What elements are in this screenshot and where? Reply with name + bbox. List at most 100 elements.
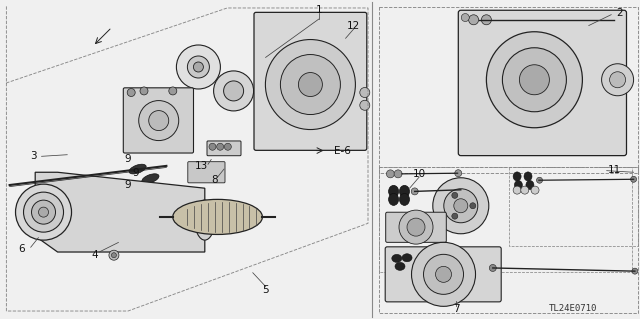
Ellipse shape [399, 185, 410, 197]
Circle shape [513, 186, 521, 194]
Circle shape [193, 62, 204, 72]
Circle shape [444, 189, 478, 223]
Circle shape [536, 177, 543, 183]
Circle shape [38, 207, 49, 217]
Circle shape [424, 254, 463, 294]
Text: 9: 9 [125, 180, 131, 190]
Circle shape [360, 87, 370, 98]
Bar [379, 167, 632, 272]
Circle shape [632, 268, 638, 274]
Circle shape [394, 170, 402, 178]
Ellipse shape [36, 190, 56, 234]
Circle shape [209, 143, 216, 150]
Circle shape [266, 40, 355, 130]
Text: 9: 9 [132, 168, 139, 178]
Ellipse shape [388, 185, 399, 197]
Bar [509, 167, 638, 246]
Circle shape [139, 100, 179, 141]
Bar [379, 167, 638, 313]
Ellipse shape [395, 262, 405, 271]
Circle shape [407, 218, 425, 236]
Circle shape [148, 111, 169, 130]
Ellipse shape [129, 164, 146, 174]
Circle shape [217, 143, 223, 150]
Circle shape [610, 72, 626, 88]
Circle shape [455, 170, 461, 177]
Ellipse shape [388, 193, 399, 205]
Circle shape [486, 32, 582, 128]
Circle shape [214, 71, 253, 111]
FancyBboxPatch shape [386, 212, 446, 242]
Ellipse shape [402, 254, 412, 262]
Circle shape [109, 250, 119, 260]
Circle shape [502, 48, 566, 112]
Text: 7: 7 [453, 304, 460, 315]
Circle shape [412, 242, 476, 306]
Circle shape [461, 13, 469, 22]
Circle shape [630, 176, 637, 182]
Text: 3: 3 [31, 151, 37, 161]
Circle shape [223, 81, 244, 101]
Ellipse shape [524, 172, 532, 181]
Circle shape [452, 213, 458, 219]
Circle shape [433, 178, 489, 234]
Ellipse shape [148, 193, 165, 203]
Circle shape [15, 184, 72, 240]
Ellipse shape [515, 181, 522, 189]
Circle shape [127, 88, 135, 97]
Text: 8: 8 [211, 175, 218, 185]
Text: 9: 9 [125, 154, 131, 165]
Circle shape [470, 203, 476, 209]
FancyBboxPatch shape [188, 162, 225, 183]
Ellipse shape [399, 193, 410, 205]
Circle shape [602, 64, 634, 96]
Ellipse shape [526, 181, 534, 189]
Circle shape [531, 186, 539, 194]
Circle shape [360, 100, 370, 110]
Circle shape [177, 45, 220, 89]
FancyBboxPatch shape [207, 141, 241, 156]
Circle shape [490, 264, 496, 271]
Circle shape [140, 87, 148, 95]
Circle shape [521, 186, 529, 194]
Circle shape [298, 72, 323, 97]
Circle shape [169, 87, 177, 95]
Ellipse shape [173, 199, 262, 234]
FancyBboxPatch shape [254, 12, 367, 150]
Ellipse shape [142, 174, 159, 183]
Circle shape [188, 56, 209, 78]
Text: 13: 13 [195, 161, 208, 171]
Text: E-6: E-6 [334, 145, 351, 156]
Ellipse shape [513, 172, 521, 181]
Polygon shape [35, 172, 205, 252]
Ellipse shape [392, 254, 402, 263]
Circle shape [225, 143, 231, 150]
Text: 6: 6 [18, 244, 24, 254]
FancyBboxPatch shape [458, 10, 627, 156]
Circle shape [412, 188, 418, 195]
Circle shape [454, 199, 468, 213]
Bar [379, 7, 638, 173]
Circle shape [24, 192, 63, 232]
Text: TL24E0710: TL24E0710 [548, 304, 597, 313]
Circle shape [111, 253, 116, 258]
Circle shape [520, 65, 549, 95]
Circle shape [468, 15, 479, 25]
Text: 2: 2 [616, 8, 623, 18]
Text: 10: 10 [413, 169, 426, 179]
Text: 1: 1 [316, 5, 322, 15]
Text: 11: 11 [608, 165, 621, 175]
Circle shape [387, 170, 394, 178]
FancyBboxPatch shape [385, 247, 501, 302]
Circle shape [481, 15, 492, 25]
Circle shape [452, 192, 458, 198]
Circle shape [280, 55, 340, 115]
Ellipse shape [195, 200, 215, 240]
Circle shape [31, 200, 56, 224]
FancyBboxPatch shape [124, 88, 193, 153]
Text: 5: 5 [262, 285, 269, 295]
Circle shape [435, 266, 452, 282]
Circle shape [399, 210, 433, 244]
Text: 4: 4 [92, 250, 98, 260]
Text: 12: 12 [348, 20, 360, 31]
